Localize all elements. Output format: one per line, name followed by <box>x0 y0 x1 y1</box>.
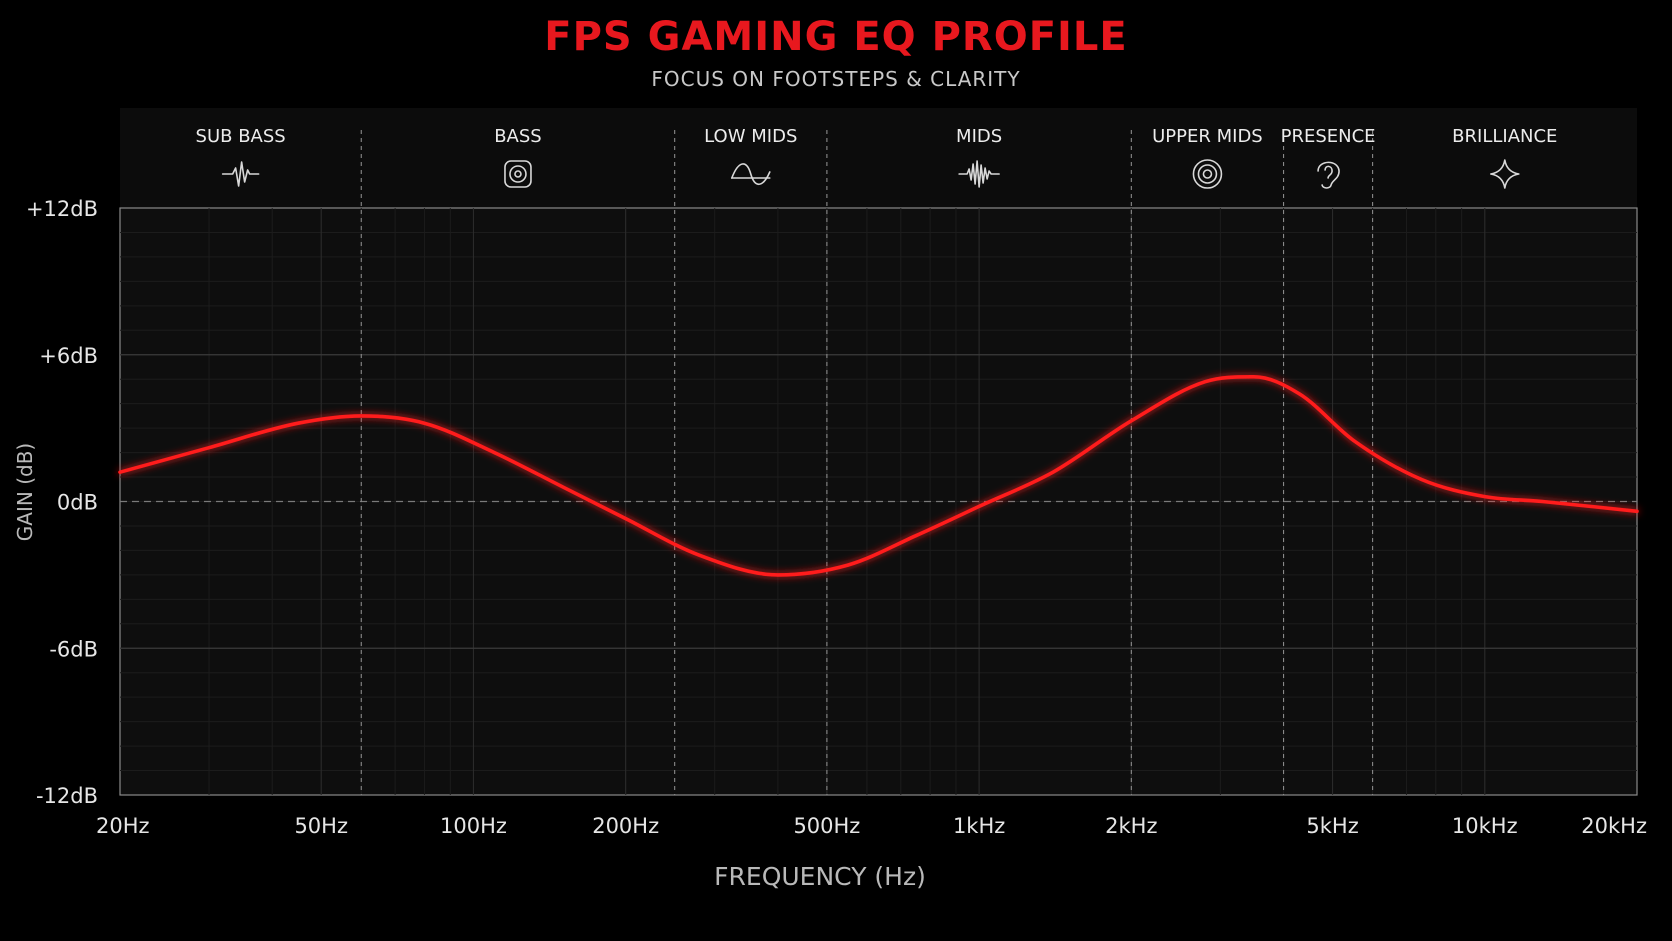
ear-icon <box>1317 161 1340 189</box>
audio-wave-icon <box>958 160 1000 188</box>
y-tick-label: 0dB <box>57 491 98 515</box>
band-label: SUB BASS <box>196 126 286 147</box>
x-tick-label: 500Hz <box>793 814 860 838</box>
waveform-icon <box>221 161 260 187</box>
sine-wave-icon <box>730 163 771 186</box>
y-axis-label: GAIN (dB) <box>13 443 37 541</box>
band-label: BRILLIANCE <box>1452 126 1557 147</box>
speaker-icon <box>504 160 532 188</box>
x-tick-label: 20kHz <box>1581 814 1647 838</box>
x-tick-label: 1kHz <box>953 814 1005 838</box>
y-tick-label: +6dB <box>39 344 98 368</box>
chart-title: FPS GAMING EQ PROFILE <box>544 14 1128 60</box>
band-label: BASS <box>494 126 542 147</box>
eq-curve <box>118 374 1639 577</box>
band-label: UPPER MIDS <box>1152 126 1263 147</box>
x-tick-label: 2kHz <box>1105 814 1157 838</box>
x-tick-label: 100Hz <box>440 814 507 838</box>
band-label: PRESENCE <box>1281 126 1376 147</box>
y-tick-label: -12dB <box>36 784 98 808</box>
y-tick-label: -6dB <box>49 637 98 661</box>
band-label: LOW MIDS <box>704 126 797 147</box>
x-tick-label: 10kHz <box>1452 814 1518 838</box>
chart-subtitle: FOCUS ON FOOTSTEPS & CLARITY <box>651 67 1021 91</box>
y-tick-label: +12dB <box>26 197 98 221</box>
x-tick-label: 200Hz <box>592 814 659 838</box>
sparkle-icon <box>1489 159 1520 189</box>
band-header-panel <box>120 108 1637 208</box>
x-tick-label: 50Hz <box>294 814 348 838</box>
band-label: MIDS <box>956 126 1002 147</box>
x-axis-label: FREQUENCY (Hz) <box>714 862 926 891</box>
x-tick-label: 5kHz <box>1306 814 1358 838</box>
target-rings-icon <box>1192 159 1223 189</box>
x-tick-label: 20Hz <box>96 814 150 838</box>
